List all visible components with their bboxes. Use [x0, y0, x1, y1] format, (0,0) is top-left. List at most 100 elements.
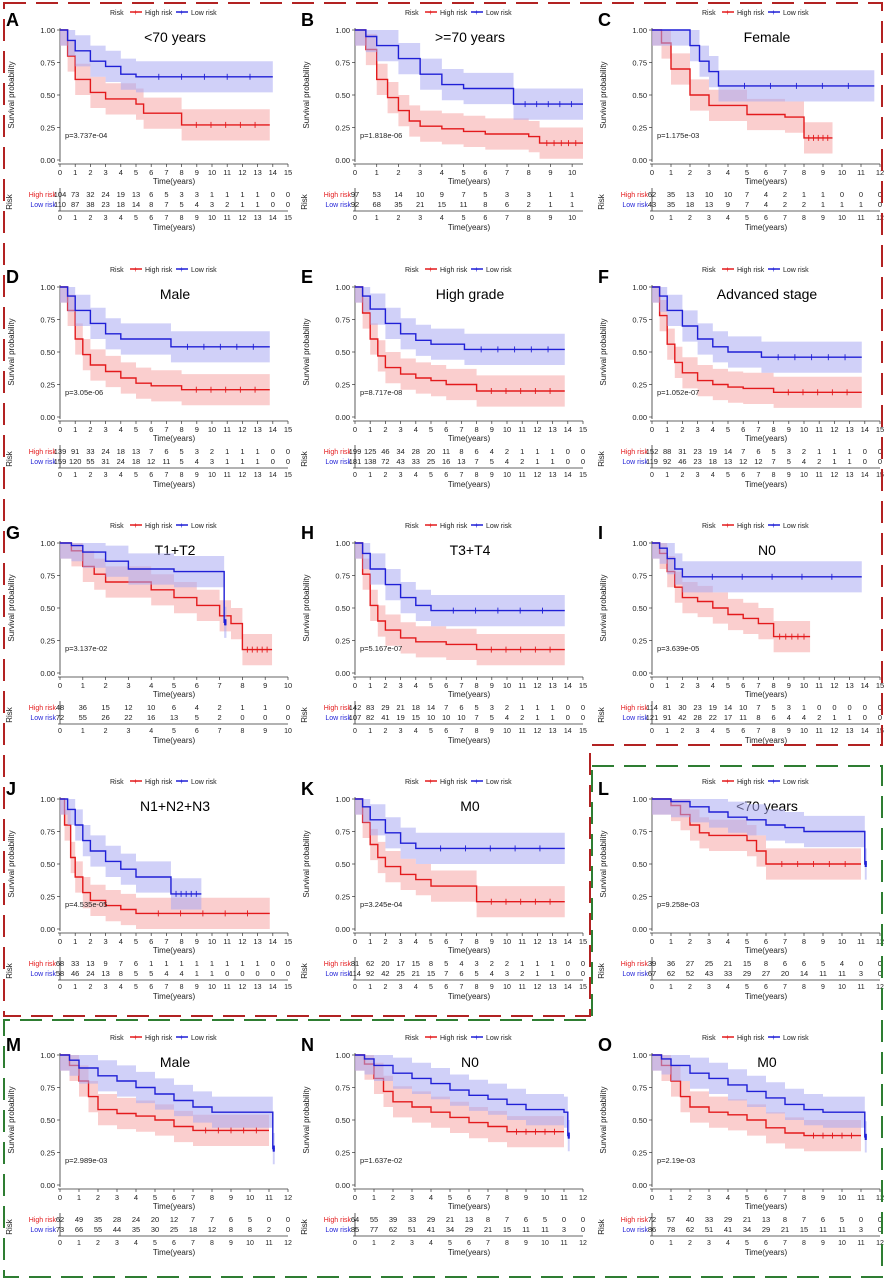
legend-high-label: High risk — [145, 267, 173, 274]
y-tick-label: 0.25 — [335, 124, 350, 133]
risk-count-high: 6 — [783, 959, 787, 968]
ci-band-high — [60, 799, 270, 929]
x-axis-label: Time(years) — [745, 946, 788, 955]
risk-count-high: 3 — [475, 959, 479, 968]
y-axis-label: Survival probability — [302, 318, 311, 385]
risk-count-low: 3 — [210, 457, 214, 466]
risk-count-low: 0 — [581, 1225, 585, 1234]
risk-count-high: 35 — [667, 190, 675, 199]
risk-count-low: 8 — [248, 1225, 252, 1234]
x-tick-label: 4 — [711, 681, 715, 690]
x-tick-label: 7 — [459, 681, 463, 690]
x-tick-label: 7 — [783, 937, 787, 946]
x-tick-label: 8 — [802, 168, 806, 177]
risk-x-tick-label: 0 — [650, 1240, 654, 1247]
risk-count-low: 23 — [693, 457, 701, 466]
risk-count-high: 1 — [256, 447, 260, 456]
risk-x-tick-label: 8 — [475, 472, 479, 479]
p-value: p=1.818e-06 — [360, 131, 402, 140]
x-tick-label: 8 — [475, 937, 479, 946]
x-tick-label: 4 — [726, 168, 730, 177]
risk-count-high: 81 — [351, 959, 359, 968]
x-tick-label: 4 — [134, 1193, 138, 1202]
risk-count-high: 8 — [459, 447, 463, 456]
risk-x-tick-label: 9 — [490, 728, 494, 735]
legend-title: Risk — [702, 1035, 716, 1042]
risk-x-tick-label: 0 — [58, 1240, 62, 1247]
legend-low-label: Low risk — [783, 267, 809, 274]
risk-count-low: 91 — [663, 713, 671, 722]
risk-table-title: Risk — [5, 706, 14, 723]
legend-high-label: High risk — [737, 267, 765, 274]
risk-x-tick-label: 3 — [707, 984, 711, 991]
risk-count-low: 33 — [412, 457, 420, 466]
x-tick-label: 11 — [857, 168, 865, 177]
x-tick-label: 8 — [527, 168, 531, 177]
p-value: p=3.737e-04 — [65, 131, 107, 140]
legend-high-mark: + — [725, 8, 730, 17]
x-tick-label: 5 — [429, 681, 433, 690]
risk-count-high: 40 — [686, 1215, 694, 1224]
risk-row-high-label: High risk — [29, 1217, 57, 1224]
risk-x-tick-label: 14 — [269, 472, 277, 479]
x-tick-label: 7 — [756, 425, 760, 434]
risk-count-high: 68 — [56, 959, 64, 968]
panel-letter: D — [6, 267, 19, 287]
risk-count-high: 125 — [364, 447, 377, 456]
risk-count-high: 20 — [427, 447, 435, 456]
risk-count-low: 18 — [686, 200, 694, 209]
risk-count-low: 119 — [646, 457, 658, 466]
risk-count-high: 9 — [104, 959, 108, 968]
risk-count-low: 11 — [739, 713, 747, 722]
risk-count-high: 1 — [520, 447, 524, 456]
panel-E: E Risk + High risk + Low risk 0.00 0.25 0.50 0.75… — [300, 265, 587, 489]
risk-x-tick-label: 3 — [126, 728, 130, 735]
risk-row-high-label: High risk — [324, 961, 352, 968]
legend-low-label: Low risk — [783, 10, 809, 17]
y-tick-label: 0.75 — [632, 572, 647, 581]
risk-x-tick-label: 6 — [741, 472, 745, 479]
risk-x-tick-label: 1 — [669, 215, 673, 222]
risk-count-high: 1 — [256, 190, 260, 199]
legend-low-label: Low risk — [191, 10, 217, 17]
risk-count-low: 41 — [724, 1225, 732, 1234]
risk-count-low: 24 — [117, 457, 125, 466]
plot-title: High grade — [436, 286, 505, 302]
x-tick-label: 1 — [375, 168, 379, 177]
risk-x-tick-label: 15 — [284, 472, 292, 479]
risk-count-high: 3 — [490, 703, 494, 712]
risk-x-tick-label: 1 — [368, 984, 372, 991]
risk-x-tick-label: 14 — [861, 728, 869, 735]
risk-count-low: 31 — [101, 457, 109, 466]
risk-x-tick-label: 14 — [269, 215, 277, 222]
x-tick-label: 3 — [696, 681, 700, 690]
risk-x-tick-label: 1 — [669, 1240, 673, 1247]
risk-count-high: 1 — [832, 447, 836, 456]
risk-count-low: 52 — [686, 969, 694, 978]
risk-x-tick-label: 1 — [73, 472, 77, 479]
x-axis-label: Time(years) — [745, 434, 788, 443]
risk-count-high: 25 — [705, 959, 713, 968]
risk-count-low: 1 — [535, 713, 539, 722]
risk-x-tick-label: 1 — [73, 215, 77, 222]
risk-count-high: 1 — [802, 703, 806, 712]
risk-count-high: 57 — [667, 1215, 675, 1224]
risk-x-tick-label: 1 — [368, 728, 372, 735]
risk-count-low: 0 — [581, 969, 585, 978]
risk-count-high: 1 — [848, 447, 852, 456]
ci-band-low — [652, 1055, 867, 1153]
plot-title: T3+T4 — [450, 542, 491, 558]
risk-count-high: 34 — [396, 447, 404, 456]
risk-x-tick-label: 3 — [410, 1240, 414, 1247]
risk-x-tick-label: 5 — [462, 215, 466, 222]
risk-count-low: 35 — [667, 200, 675, 209]
y-tick-label: 0.75 — [335, 316, 350, 325]
legend-title: Risk — [110, 10, 124, 17]
risk-x-tick-label: 0 — [353, 215, 357, 222]
x-tick-label: 9 — [229, 1193, 233, 1202]
legend-title: Risk — [405, 523, 419, 530]
x-tick-label: 3 — [399, 681, 403, 690]
y-tick-label: 0.25 — [632, 1149, 647, 1158]
risk-count-low: 0 — [263, 713, 267, 722]
